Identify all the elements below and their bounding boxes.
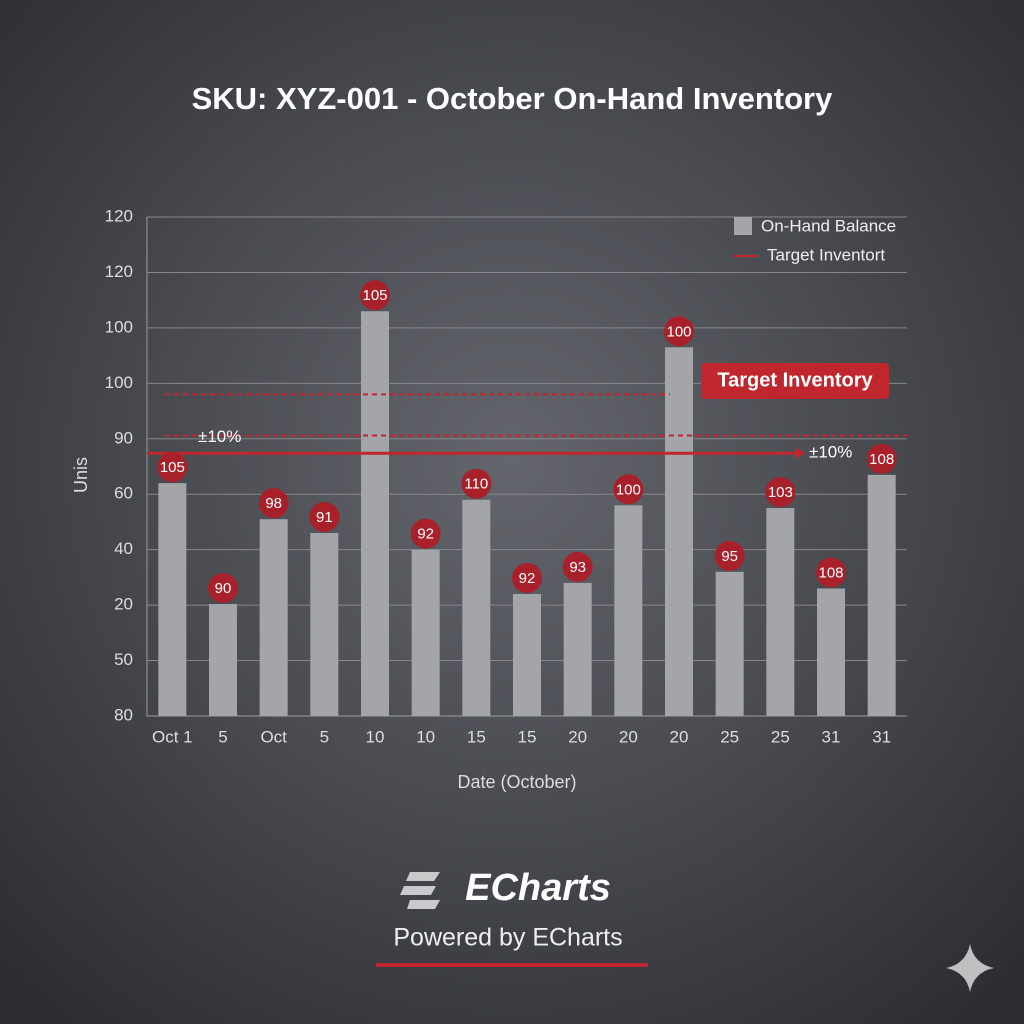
x-tick-label: 5 [218, 727, 227, 746]
x-tick-label: 20 [568, 727, 587, 746]
point-label: 90 [215, 580, 232, 597]
y-tick-label: 100 [105, 373, 133, 392]
y-tick-label: 100 [105, 317, 133, 336]
bar [715, 571, 744, 716]
point-badge [714, 540, 745, 571]
point-label: 105 [160, 459, 185, 476]
point-badge [512, 563, 542, 594]
bar [259, 519, 288, 716]
point-label: 105 [362, 287, 387, 304]
x-tick-label: 5 [320, 727, 329, 746]
bar [867, 474, 896, 716]
y-tick-label: 40 [114, 539, 133, 558]
y-tick-label: 60 [114, 484, 133, 503]
footer-brand: ECharts [465, 867, 611, 909]
y-tick-label: 50 [114, 650, 133, 669]
x-tick-label: 10 [366, 727, 385, 746]
x-tick-label: 15 [467, 727, 486, 746]
bar [209, 604, 237, 716]
y-tick-label: 20 [114, 595, 133, 614]
point-label: 95 [721, 548, 738, 565]
point-badge [816, 557, 846, 588]
footer-underline [376, 963, 648, 967]
x-tick-label: 31 [822, 727, 841, 746]
x-axis-label: Date (October) [457, 772, 576, 792]
footer-powered: Powered by ECharts [393, 924, 622, 952]
point-label: 93 [569, 559, 586, 576]
point-label: 98 [265, 495, 282, 512]
point-badge [258, 488, 289, 519]
bar [513, 594, 541, 716]
bar [158, 483, 187, 716]
legend-swatch [734, 217, 752, 235]
bar [817, 588, 845, 716]
bar [411, 549, 440, 716]
x-tick-label: 25 [720, 727, 739, 746]
y-tick-label: 120 [105, 206, 133, 225]
x-tick-label: 25 [771, 727, 790, 746]
reference-label: ±10% [809, 443, 852, 462]
x-tick-label: 10 [416, 727, 435, 746]
y-axis-label: Unis [71, 457, 91, 493]
point-badge [309, 502, 340, 533]
legend-label: Target Inventort [767, 245, 885, 264]
target-badge: Target Inventory [717, 369, 873, 391]
target-arrow [795, 447, 805, 460]
x-tick-label: 31 [872, 727, 891, 746]
point-badge [360, 280, 390, 311]
bar [310, 533, 339, 716]
footer-logo [400, 872, 440, 909]
point-badge [613, 474, 644, 505]
bar [766, 508, 795, 716]
point-label: 110 [464, 476, 488, 493]
point-badge [765, 477, 796, 508]
bar [665, 347, 693, 716]
point-label: 103 [768, 484, 793, 501]
point-badge [664, 316, 694, 347]
sparkle-icon [946, 944, 994, 992]
target-badge-bg [701, 363, 889, 399]
y-tick-label: 80 [114, 705, 133, 724]
x-tick-label: 20 [619, 727, 638, 746]
x-tick-label: 20 [670, 727, 689, 746]
bar [462, 499, 491, 716]
point-badge [157, 452, 188, 483]
reference-label: ±10% [198, 427, 241, 446]
bar [563, 582, 592, 716]
x-tick-label: 15 [518, 727, 537, 746]
legend-label: On-Hand Balance [761, 216, 896, 235]
bar [614, 505, 643, 716]
x-tick-label: Oct 1 [152, 727, 193, 746]
point-label: 91 [316, 509, 333, 526]
point-label: 108 [818, 564, 843, 581]
point-label: 108 [869, 451, 894, 468]
bar [361, 311, 389, 716]
point-badge [562, 551, 593, 582]
y-tick-label: 120 [105, 262, 133, 281]
point-label: 92 [417, 526, 434, 543]
point-badge [461, 468, 492, 499]
point-label: 100 [616, 481, 641, 498]
point-label: 92 [519, 570, 536, 587]
x-tick-label: Oct [260, 727, 287, 746]
point-badge [410, 518, 441, 549]
point-badge [208, 573, 238, 604]
point-badge [866, 443, 897, 474]
point-label: 100 [666, 323, 691, 340]
y-tick-label: 90 [114, 428, 133, 447]
chart-title: SKU: XYZ-001 - October On-Hand Inventory [192, 81, 834, 116]
